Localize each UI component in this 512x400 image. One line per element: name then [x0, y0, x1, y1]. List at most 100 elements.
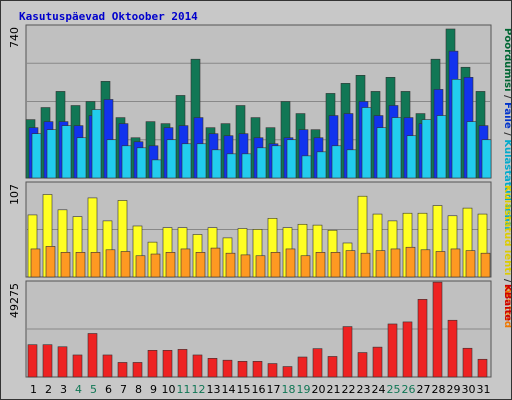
panel-1-bar-k-lastatud-lehti [136, 147, 147, 179]
panel-3-bar-kbaite [417, 299, 428, 378]
panel-1-bar-k-lastatud-lehti [436, 115, 447, 179]
panel-1-ymax-label: 740 [8, 27, 21, 48]
x-tick-label: 4 [75, 383, 82, 396]
panel-1-bar-k-lastatud-lehti [241, 153, 252, 179]
legend-entry: / [502, 275, 511, 286]
panel-2-bar-aruteid [30, 248, 41, 278]
panel-3-bar-kbaite [72, 354, 83, 378]
panel-2-bar-aruteid [270, 252, 281, 278]
panel-1-bar-k-lastatud-lehti [301, 155, 312, 179]
x-tick-label: 14 [222, 383, 236, 396]
panel-2-bar-aruteid [165, 252, 176, 278]
panel-3-series-legend: KBaite [502, 284, 511, 321]
panel-1-bar-k-lastatud-lehti [106, 139, 117, 179]
panel-3-bar-kbaite [447, 319, 458, 378]
x-tick-label: 31 [477, 383, 491, 396]
panel-2-bar-aruteid [330, 252, 341, 278]
panel-1-bar-k-lastatud-lehti [451, 79, 462, 179]
x-tick-label: 22 [342, 383, 356, 396]
x-tick-label: 25 [387, 383, 401, 396]
panel-2-bar-aruteid [60, 252, 71, 278]
panel-3-bar-kbaite [252, 361, 263, 378]
panel-3-bar-kbaite [147, 350, 158, 378]
panel-2-bar-aruteid [150, 253, 161, 278]
x-tick-label: 26 [402, 383, 416, 396]
panel-1-bar-k-lastatud-lehti [181, 143, 192, 179]
panel-2-series-legend: Külastatud lehti / Aruteid [502, 185, 511, 328]
x-tick-label: 12 [192, 383, 206, 396]
panel-1-bar-k-lastatud-lehti [391, 117, 402, 179]
panel-1-bar-k-lastatud-lehti [406, 135, 417, 179]
panel-2-bar-aruteid [375, 250, 386, 278]
panel-2-bar-aruteid [345, 250, 356, 278]
panel-1-bar-k-lastatud-lehti [61, 125, 72, 179]
panel-3-bar-kbaite [117, 362, 128, 378]
legend-entry: Pöördumisi [502, 28, 511, 92]
panel-3-bar-kbaite [192, 354, 203, 378]
panel-3-bar-kbaite [42, 344, 53, 378]
panel-2-bar-aruteid [45, 246, 56, 278]
panel-3-bar-kbaite [57, 346, 68, 378]
panel-3-bar-kbaite [162, 350, 173, 378]
panel-1-bar-k-lastatud-lehti [46, 129, 57, 179]
panel-3-bar-kbaite [462, 347, 473, 378]
panel-2-bar-aruteid [360, 252, 371, 278]
x-tick-label: 11 [177, 383, 191, 396]
panel-3-bar-kbaite [87, 333, 98, 378]
panel-2-bar-aruteid [405, 246, 416, 278]
x-tick-label: 7 [120, 383, 127, 396]
panel-2-bar-aruteid [480, 252, 491, 278]
panel-3-bar-kbaite [477, 358, 488, 378]
panel-1-series-legend: Pöördumisi / Faile / Külastatud lehti [502, 28, 511, 230]
panel-3-bar-kbaite [237, 361, 248, 378]
panel-1-bar-k-lastatud-lehti [331, 145, 342, 179]
panel-2-bar-aruteid [135, 255, 146, 278]
legend-entry: KBaite [502, 284, 511, 321]
x-tick-label: 24 [372, 383, 386, 396]
panel-2-bar-aruteid [255, 255, 266, 278]
panel-3-bar-kbaite [102, 354, 113, 378]
x-tick-label: 1 [30, 383, 37, 396]
x-tick-label: 30 [462, 383, 476, 396]
x-tick-label: 21 [327, 383, 341, 396]
x-tick-label: 6 [105, 383, 112, 396]
legend-entry: Külastatud lehti [502, 185, 511, 275]
x-tick-label: 10 [162, 383, 176, 396]
panel-3-bar-kbaite [177, 349, 188, 378]
panel-2-bar-aruteid [195, 252, 206, 278]
panel-3-bar-kbaite [282, 366, 293, 378]
panel-1-bar-k-lastatud-lehti [256, 147, 267, 179]
panel-1-bar-k-lastatud-lehti [226, 153, 237, 179]
panel-2-bar-aruteid [435, 251, 446, 278]
x-tick-label: 18 [282, 383, 296, 396]
x-tick-label: 16 [252, 383, 266, 396]
panel-1-bar-k-lastatud-lehti [286, 139, 297, 179]
legend-entry: / [502, 129, 511, 140]
x-tick-label: 19 [297, 383, 311, 396]
x-tick-label: 9 [150, 383, 157, 396]
x-tick-label: 28 [432, 383, 446, 396]
panel-2-bar-aruteid [105, 249, 116, 278]
panel-1-bar-k-lastatud-lehti [151, 159, 162, 179]
panel-1-bar-k-lastatud-lehti [316, 151, 327, 179]
panel-3-bar-kbaite [402, 321, 413, 378]
panel-3-bar-kbaite [267, 363, 278, 378]
chart-title: Kasutuspäevad Oktoober 2014 [19, 10, 198, 23]
legend-entry: Aruteid [502, 286, 511, 328]
panel-3-bar-kbaite [312, 348, 323, 378]
panel-2-ymax-label: 107 [8, 184, 21, 205]
panel-3-bar-kbaite [357, 352, 368, 378]
panel-1-bar-k-lastatud-lehti [196, 143, 207, 179]
x-tick-label: 23 [357, 383, 371, 396]
panel-3-bar-kbaite [297, 356, 308, 378]
panel-3-ymax-label: 49275 [8, 283, 21, 318]
panel-1-bar-k-lastatud-lehti [346, 149, 357, 179]
x-tick-label: 3 [60, 383, 67, 396]
panel-2-bar-aruteid [75, 252, 86, 278]
panel-1-bar-k-lastatud-lehti [376, 127, 387, 179]
panel-1-bar-k-lastatud-lehti [421, 119, 432, 179]
panel-1-bar-k-lastatud-lehti [361, 107, 372, 179]
x-tick-label: 13 [207, 383, 221, 396]
x-tick-label: 17 [267, 383, 281, 396]
panel-3-bar-kbaite [207, 358, 218, 378]
